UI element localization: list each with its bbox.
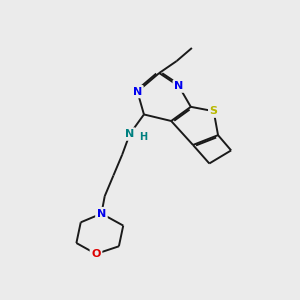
Text: N: N — [133, 87, 142, 97]
Text: N: N — [174, 81, 183, 91]
Text: N: N — [125, 129, 134, 139]
Text: S: S — [210, 106, 218, 116]
Text: H: H — [140, 132, 148, 142]
Text: N: N — [97, 208, 106, 219]
Text: O: O — [91, 249, 101, 259]
